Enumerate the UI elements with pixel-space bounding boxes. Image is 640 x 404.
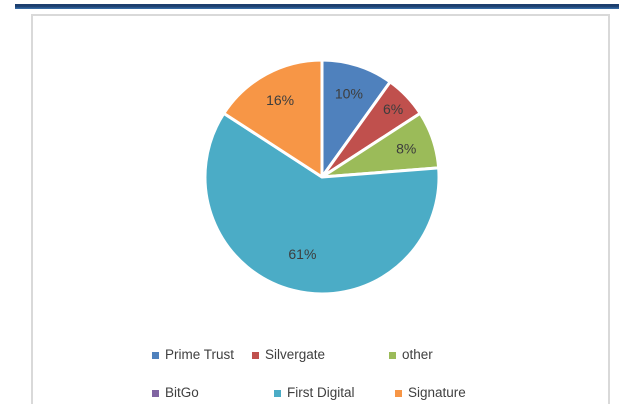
- legend-swatch-icon: [395, 389, 402, 397]
- slice-data-label: 16%: [266, 92, 294, 108]
- legend-swatch-icon: [252, 351, 259, 359]
- legend-item-bitgo: BitGo: [152, 385, 199, 401]
- slice-data-label: 8%: [396, 141, 416, 157]
- legend-label: other: [402, 347, 433, 362]
- legend-swatch-icon: [389, 351, 396, 359]
- legend-swatch-icon: [152, 389, 159, 397]
- legend-label: Prime Trust: [165, 347, 235, 362]
- legend-swatch-icon: [152, 351, 159, 359]
- legend-label: Signature: [408, 385, 466, 400]
- pie-slice-first-digital: [203, 111, 441, 296]
- legend-item-silvergate: Silvergate: [252, 347, 325, 363]
- pie-chart: 10% 6% 8% 61% 16%: [203, 58, 441, 296]
- top-rule-divider: [15, 4, 619, 9]
- slice-data-label: 6%: [383, 101, 403, 117]
- pie-slice-signature: [222, 58, 324, 179]
- slice-data-label: 61%: [288, 246, 316, 262]
- chart-legend: Prime Trust Silvergate other BitGo First Dig…: [33, 16, 608, 404]
- legend-item-other: other: [389, 347, 433, 363]
- chart-frame: 10% 6% 8% 61% 16% Prime Trust Silvergate other…: [31, 14, 610, 404]
- legend-label: Silvergate: [265, 347, 326, 362]
- legend-item-prime-trust: Prime Trust: [152, 347, 234, 363]
- slice-data-label: 10%: [335, 86, 363, 102]
- legend-label: BitGo: [165, 385, 199, 400]
- legend-swatch-icon: [274, 389, 281, 397]
- legend-item-first-digital: First Digital: [274, 385, 355, 401]
- legend-item-signature: Signature: [395, 385, 466, 401]
- legend-label: First Digital: [287, 385, 355, 400]
